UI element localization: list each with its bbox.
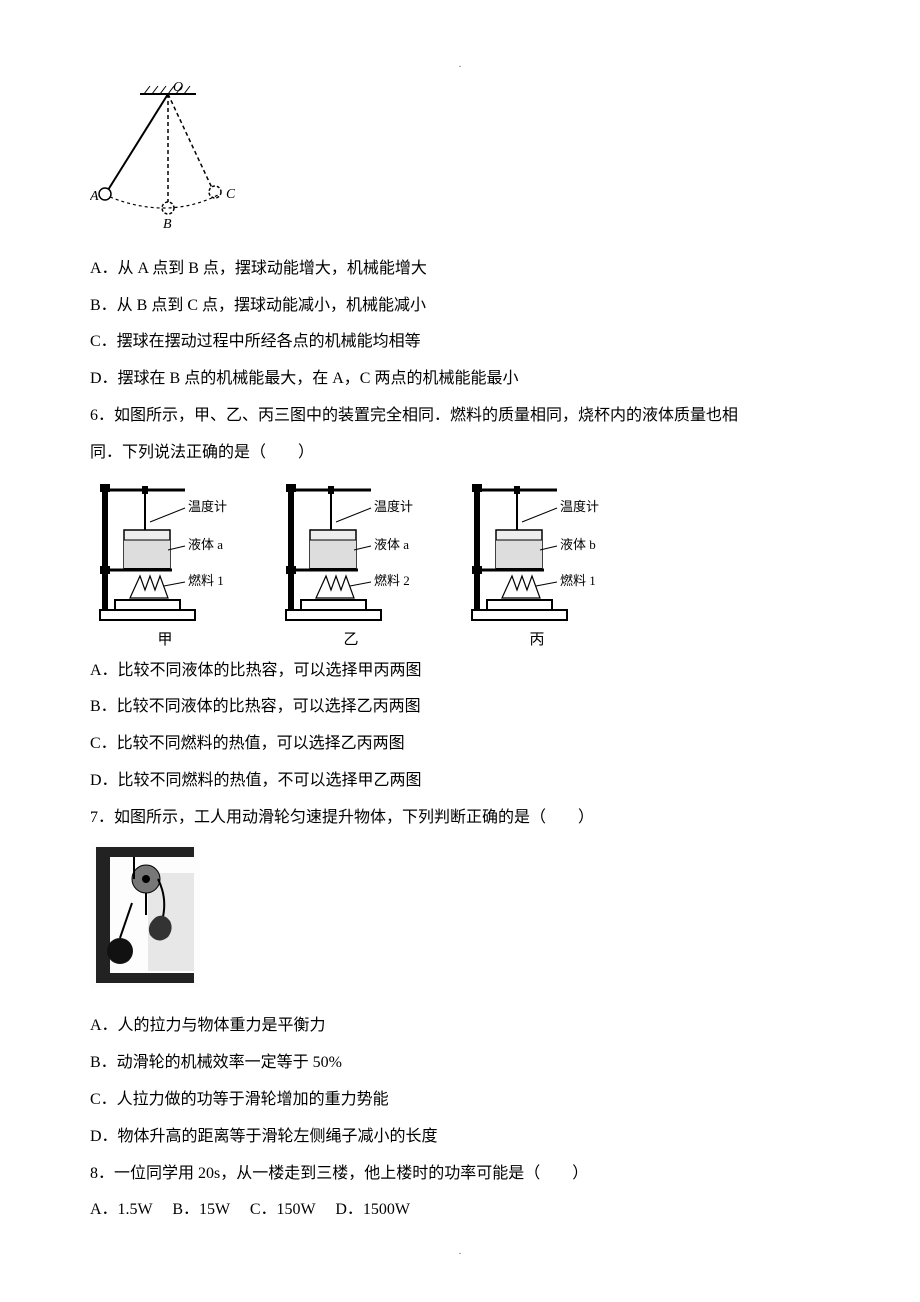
q5-option-B: B．从 B 点到 C 点，摆球动能减小，机械能减小: [90, 288, 830, 325]
page-header-dot: .: [90, 60, 830, 70]
figure-calorimeters: 温度计 液体 a 燃料 1 甲 温度计: [90, 478, 830, 651]
q7-option-D: D．物体升高的距离等于滑轮左侧绳子减小的长度: [90, 1119, 830, 1156]
pendulum-label-C: C: [226, 187, 235, 202]
svg-text:液体 a: 液体 a: [374, 537, 409, 552]
calorimeter-yi: 温度计 液体 a 燃料 2: [276, 478, 426, 628]
calorimeter-bing: 温度计 液体 b 燃料 1: [462, 478, 612, 628]
q8-options: A．1.5W B．15W C．150W D．1500W: [90, 1192, 830, 1229]
q6-option-C: C．比较不同燃料的热值，可以选择乙丙两图: [90, 726, 830, 763]
page-footer-dot: .: [90, 1247, 830, 1257]
q5-option-A: A．从 A 点到 B 点，摆球动能增大，机械能增大: [90, 251, 830, 288]
figure-pulley: [90, 843, 830, 1003]
svg-text:液体 a: 液体 a: [188, 537, 223, 552]
svg-text:液体 b: 液体 b: [560, 537, 596, 552]
q5-option-C: C．摆球在摆动过程中所经各点的机械能均相等: [90, 324, 830, 361]
svg-text:温度计: 温度计: [188, 499, 227, 514]
q6-option-D: D．比较不同燃料的热值，不可以选择甲乙两图: [90, 763, 830, 800]
pendulum-label-A: A: [90, 189, 99, 204]
caption-bing: 丙: [529, 630, 544, 651]
pendulum-label-B: B: [163, 217, 172, 230]
q6-stem-2: 同．下列说法正确的是（ ）: [90, 435, 830, 472]
pendulum-label-O: O: [173, 80, 183, 95]
svg-text:燃料 2: 燃料 2: [374, 573, 410, 588]
svg-text:温度计: 温度计: [374, 499, 413, 514]
q7-stem: 7．如图所示，工人用动滑轮匀速提升物体，下列判断正确的是（ ）: [90, 800, 830, 837]
q6-option-B: B．比较不同液体的比热容，可以选择乙丙两图: [90, 689, 830, 726]
svg-text:燃料 1: 燃料 1: [188, 573, 224, 588]
caption-jia: 甲: [157, 630, 172, 651]
q8-stem: 8．一位同学用 20s，从一楼走到三楼，他上楼时的功率可能是（ ）: [90, 1156, 830, 1193]
calorimeter-jia: 温度计 液体 a 燃料 1: [90, 478, 240, 628]
figure-pendulum: O A B C: [90, 80, 830, 245]
svg-text:温度计: 温度计: [560, 499, 599, 514]
q6-option-A: A．比较不同液体的比热容，可以选择甲丙两图: [90, 653, 830, 690]
q7-option-B: B．动滑轮的机械效率一定等于 50%: [90, 1045, 830, 1082]
q7-option-A: A．人的拉力与物体重力是平衡力: [90, 1008, 830, 1045]
q6-stem-1: 6．如图所示，甲、乙、丙三图中的装置完全相同．燃料的质量相同，烧杯内的液体质量也…: [90, 398, 830, 435]
svg-text:燃料 1: 燃料 1: [560, 573, 596, 588]
caption-yi: 乙: [343, 630, 358, 651]
q5-option-D: D．摆球在 B 点的机械能最大，在 A，C 两点的机械能能最小: [90, 361, 830, 398]
q7-option-C: C．人拉力做的功等于滑轮增加的重力势能: [90, 1082, 830, 1119]
